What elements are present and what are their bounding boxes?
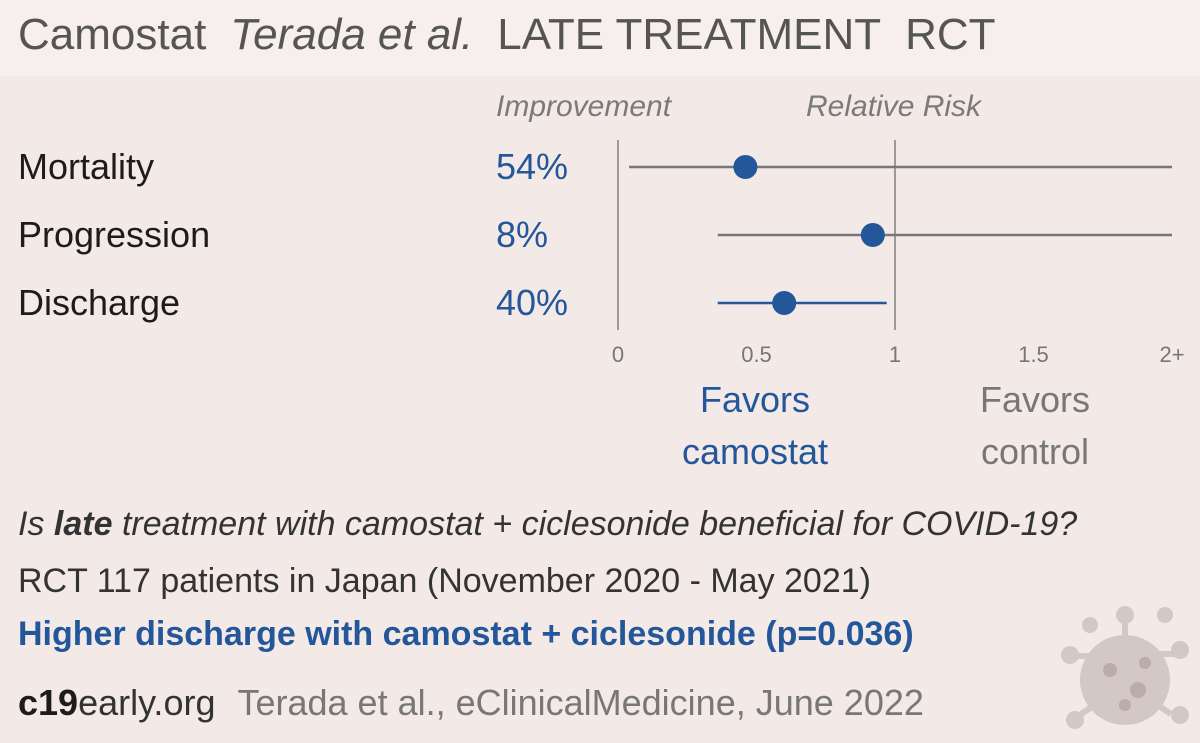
- x-tick-label: 2+: [1159, 342, 1184, 367]
- point-estimate-progression: [860, 223, 885, 247]
- site-name-rest: early.org: [78, 682, 216, 723]
- favors-control-line2: control: [980, 431, 1090, 472]
- improvement-value-mortality: 54%: [496, 146, 569, 187]
- favors-treatment-line2: camostat: [681, 431, 829, 472]
- favors-control-line1: Favors: [979, 379, 1091, 420]
- outcome-label-discharge: Discharge: [18, 282, 181, 323]
- title-drug: Camostat: [18, 10, 207, 59]
- outcome-label-progression: Progression: [18, 214, 211, 255]
- virus-icon: [1061, 606, 1189, 729]
- favors-control-label: Favors control: [940, 374, 1130, 478]
- study-description: RCT 117 patients in Japan (November 2020…: [18, 562, 871, 600]
- title-design: RCT: [905, 10, 996, 59]
- title-authors: Terada et al.: [230, 10, 474, 59]
- question-bold: late: [53, 505, 113, 543]
- x-tick-label: 1: [889, 342, 901, 367]
- point-estimate-discharge: [772, 291, 797, 315]
- citation: Terada et al., eClinicalMedicine, June 2…: [237, 682, 924, 723]
- improvement-value-progression: 8%: [496, 214, 549, 255]
- outcome-label-mortality: Mortality: [18, 146, 155, 187]
- footer: c19early.org Terada et al., eClinicalMedi…: [18, 682, 924, 724]
- x-tick-label: 0: [612, 342, 624, 367]
- improvement-value-discharge: 40%: [496, 282, 569, 323]
- improvement-column-header: Improvement: [496, 90, 672, 123]
- site-name-bold: c19: [18, 682, 79, 723]
- question-post: treatment with camostat + ciclesonide be…: [112, 505, 1078, 543]
- x-tick-label: 1.5: [1018, 342, 1049, 367]
- question-pre: Is: [18, 505, 54, 543]
- favors-treatment-label: Favors camostat: [660, 374, 850, 478]
- relative-risk-column-header: Relative Risk: [806, 90, 982, 123]
- header-band: [0, 0, 1200, 76]
- favors-treatment-line1: Favors: [699, 379, 811, 420]
- page-title: Camostat Terada et al. LATE TREATMENT RCT: [18, 10, 996, 60]
- study-question: Is late treatment with camostat + cicles…: [18, 505, 1077, 544]
- title-stage: LATE TREATMENT: [497, 10, 882, 59]
- point-estimate-mortality: [733, 155, 758, 179]
- study-result: Higher discharge with camostat + cicleso…: [18, 615, 914, 653]
- x-tick-label: 0.5: [741, 342, 772, 367]
